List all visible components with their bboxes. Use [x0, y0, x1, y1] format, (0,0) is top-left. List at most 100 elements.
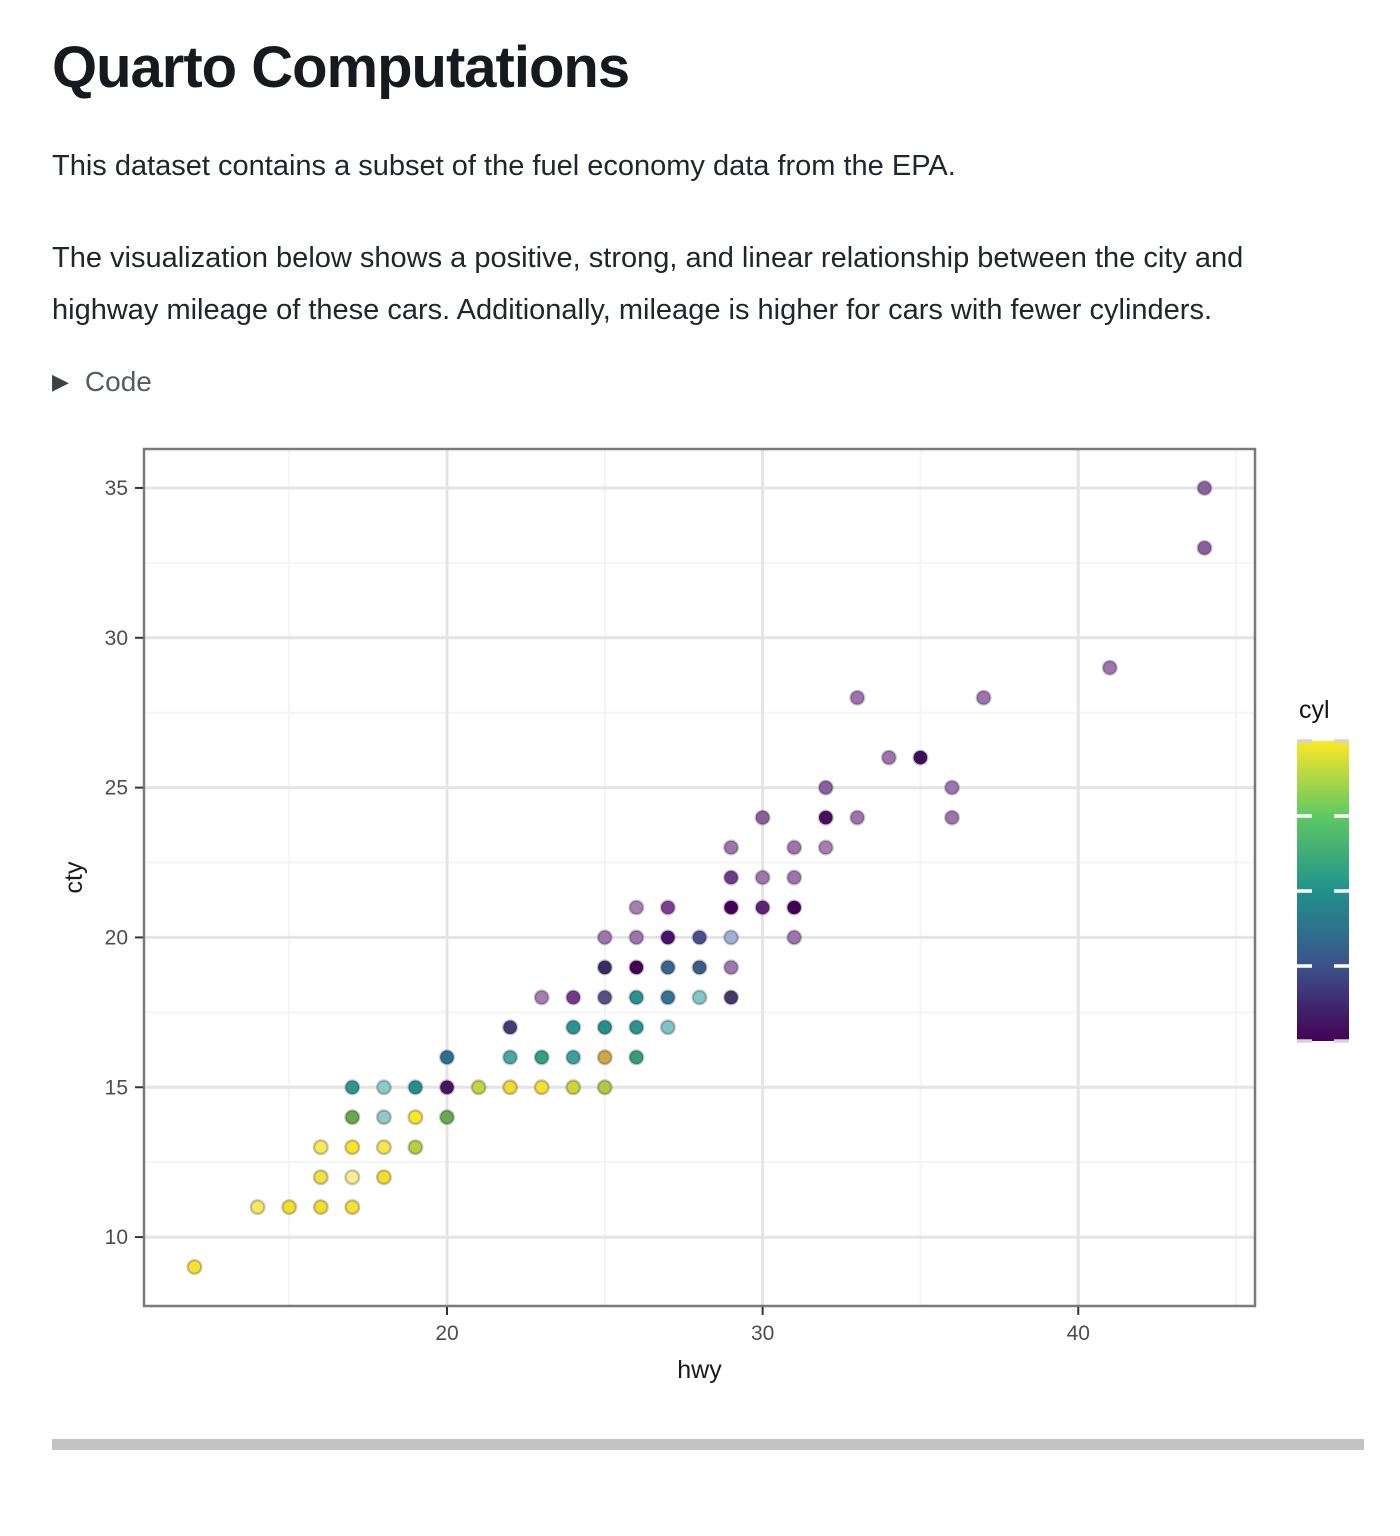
data-point — [407, 1079, 424, 1096]
data-point — [596, 989, 613, 1006]
data-point — [186, 1259, 203, 1276]
data-point — [565, 1019, 582, 1036]
data-point — [565, 989, 582, 1006]
data-point — [565, 1079, 582, 1096]
data-point — [1101, 659, 1118, 676]
data-point — [723, 929, 740, 946]
data-point — [723, 899, 740, 916]
data-point — [249, 1199, 266, 1216]
data-point — [344, 1109, 361, 1126]
data-point — [312, 1169, 329, 1186]
paragraph-description: The visualization below shows a positive… — [52, 242, 1244, 326]
data-point — [786, 899, 803, 916]
y-axis-title: cty — [60, 861, 88, 893]
data-point — [1196, 480, 1213, 497]
data-point — [659, 899, 676, 916]
data-point — [628, 1019, 645, 1036]
x-axis-title: hwy — [677, 1356, 722, 1384]
data-point — [880, 749, 897, 766]
data-point — [975, 689, 992, 706]
data-point — [659, 989, 676, 1006]
data-point — [723, 839, 740, 856]
data-point — [786, 869, 803, 886]
data-point — [312, 1139, 329, 1156]
data-point — [596, 1079, 613, 1096]
data-point — [628, 929, 645, 946]
data-point — [565, 1049, 582, 1066]
data-point — [312, 1199, 329, 1216]
data-point — [344, 1169, 361, 1186]
data-point — [344, 1199, 361, 1216]
data-point — [723, 869, 740, 886]
caret-right-icon: ▶ — [52, 369, 69, 394]
data-point — [754, 869, 771, 886]
data-point — [533, 1049, 550, 1066]
data-point — [944, 779, 961, 796]
data-point — [344, 1079, 361, 1096]
y-axis-tick-label: 20 — [105, 926, 128, 949]
data-point — [375, 1079, 392, 1096]
page-title: Quarto Computations — [52, 35, 630, 100]
data-point — [502, 1049, 519, 1066]
data-point — [754, 809, 771, 826]
data-point — [1196, 539, 1213, 556]
data-point — [817, 779, 834, 796]
data-point — [912, 749, 929, 766]
x-axis-tick-label: 40 — [1067, 1322, 1090, 1345]
data-point — [754, 899, 771, 916]
data-point — [659, 1019, 676, 1036]
data-point — [849, 809, 866, 826]
y-axis-tick-label: 35 — [105, 477, 128, 500]
data-point — [502, 1079, 519, 1096]
data-point — [344, 1139, 361, 1156]
data-point — [849, 689, 866, 706]
plot-panel — [144, 449, 1255, 1306]
data-point — [407, 1139, 424, 1156]
data-point — [628, 1049, 645, 1066]
legend-title: cyl — [1299, 696, 1330, 724]
scatter-plot-figure: 20 30 40 10 15 20 25 30 35 hwy cty cyl — [0, 434, 1349, 1419]
data-point — [439, 1109, 456, 1126]
y-axis-tick-label: 15 — [105, 1076, 128, 1099]
data-point — [375, 1169, 392, 1186]
data-point — [439, 1079, 456, 1096]
data-point — [375, 1109, 392, 1126]
data-point — [691, 929, 708, 946]
data-point — [817, 809, 834, 826]
paragraph-intro: This dataset contains a subset of the fu… — [52, 150, 956, 182]
data-point — [659, 929, 676, 946]
data-point — [533, 1079, 550, 1096]
data-point — [628, 989, 645, 1006]
code-fold-toggle[interactable]: ▶ Code — [52, 366, 152, 398]
scatter-plot: 20 30 40 10 15 20 25 30 35 hwy cty cyl — [60, 447, 1349, 1384]
data-point — [596, 1019, 613, 1036]
data-point — [723, 989, 740, 1006]
data-point — [596, 959, 613, 976]
data-point — [691, 989, 708, 1006]
data-point — [786, 929, 803, 946]
data-point — [628, 899, 645, 916]
data-point — [281, 1199, 298, 1216]
y-axis-tick-label: 25 — [105, 777, 128, 800]
data-point — [659, 959, 676, 976]
data-point — [533, 989, 550, 1006]
data-point — [470, 1079, 487, 1096]
code-block-top-edge — [52, 1439, 1364, 1450]
document: Quarto Computations This dataset contain… — [0, 36, 1400, 1450]
x-axis-tick-label: 20 — [435, 1322, 458, 1345]
data-point — [691, 959, 708, 976]
data-point — [628, 959, 645, 976]
data-point — [439, 1049, 456, 1066]
code-toggle-label: Code — [84, 366, 152, 397]
data-point — [944, 809, 961, 826]
data-point — [502, 1019, 519, 1036]
panel-border — [142, 447, 1257, 1308]
x-axis-tick-label: 30 — [751, 1322, 774, 1345]
data-point — [817, 839, 834, 856]
data-point — [596, 1049, 613, 1066]
y-axis-tick-label: 30 — [105, 627, 128, 650]
data-point — [407, 1109, 424, 1126]
y-axis-tick-label: 10 — [105, 1226, 128, 1249]
data-point — [786, 839, 803, 856]
data-point — [723, 959, 740, 976]
